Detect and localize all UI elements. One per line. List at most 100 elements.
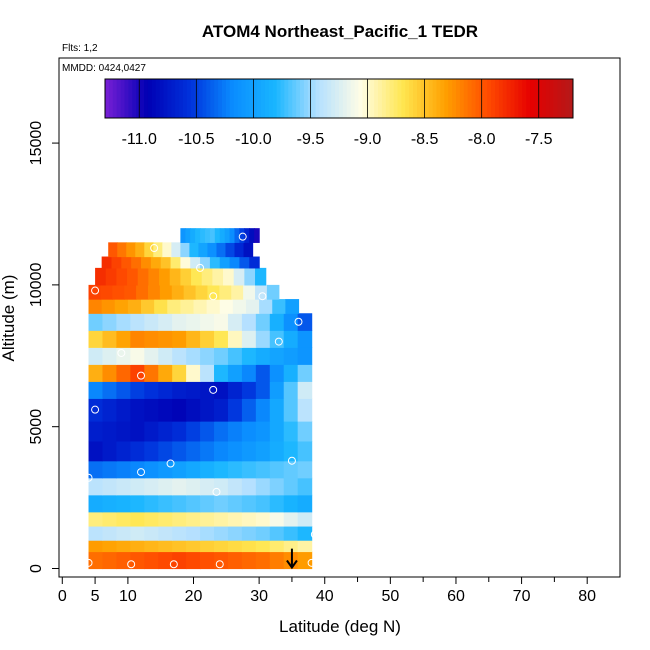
- heatmap-cell: [255, 440, 271, 462]
- colorbar-segment: [495, 79, 500, 118]
- heatmap-cell: [158, 347, 173, 365]
- heatmap-cell: [186, 330, 201, 348]
- heatmap-cell: [180, 267, 192, 286]
- colorbar-segment: [428, 79, 434, 118]
- heatmap-cell: [227, 347, 243, 365]
- colorbar-segment: [323, 79, 328, 118]
- colorbar-segment: [257, 79, 262, 118]
- heatmap-cell: [234, 228, 241, 243]
- heatmap-cell: [227, 313, 243, 331]
- colorbar-segment: [385, 79, 391, 118]
- colorbar-segment: [179, 79, 184, 118]
- heatmap-cell: [201, 267, 213, 286]
- heatmap-cell: [227, 494, 243, 513]
- heatmap-cell: [198, 242, 209, 258]
- x-axis-label: Latitude (deg N): [279, 617, 401, 636]
- heatmap-cell: [200, 330, 215, 348]
- x-tick-label: 80: [578, 588, 596, 605]
- colorbar-segment: [510, 79, 515, 118]
- colorbar-segment: [183, 79, 188, 118]
- heatmap-cell: [186, 460, 201, 479]
- heatmap-cell: [255, 267, 267, 286]
- heatmap-cell: [88, 551, 104, 570]
- colorbar-segment: [300, 79, 305, 118]
- flight-marker: [117, 348, 126, 357]
- heatmap-cell: [147, 284, 161, 300]
- heatmap-cell: [172, 381, 187, 399]
- heatmap-cell: [241, 398, 257, 422]
- heatmap-cell: [214, 364, 229, 382]
- heatmap-cell: [259, 299, 273, 314]
- heatmap-cell: [234, 242, 245, 258]
- heatmap-cell: [102, 511, 118, 527]
- heatmap-cell: [255, 347, 271, 365]
- heatmap-cell: [186, 511, 201, 527]
- flight-marker: [310, 530, 319, 539]
- heatmap-cell: [172, 540, 187, 553]
- heatmap-cell: [214, 398, 229, 422]
- heatmap-cell: [144, 440, 159, 462]
- heatmap-cell: [144, 364, 159, 382]
- heatmap-cell: [216, 242, 227, 258]
- heatmap-cell: [158, 313, 173, 331]
- heatmap-cell: [283, 511, 299, 527]
- colorbar-segment: [420, 79, 426, 118]
- x-tick-label: 5: [91, 588, 100, 605]
- heatmap-cell: [153, 242, 163, 258]
- heatmap-cell: [200, 477, 215, 496]
- heatmap-cell: [144, 525, 159, 541]
- heatmap-cell: [231, 284, 244, 300]
- heatmap-cell: [255, 511, 271, 527]
- flight-marker: [287, 456, 296, 465]
- colorbar-tick-label: -10.0: [235, 131, 272, 148]
- colorbar-tick-label: -9.5: [297, 131, 325, 148]
- heatmap-cell: [130, 525, 145, 541]
- heatmap-cell: [116, 267, 128, 286]
- heatmap-cell: [88, 381, 104, 399]
- colorbar-segment: [440, 79, 445, 118]
- heatmap-cell: [130, 540, 145, 553]
- heatmap-cell: [297, 398, 313, 422]
- y-tick-label: 0: [28, 564, 45, 573]
- heatmap-cell: [130, 364, 145, 382]
- heatmap-cell: [130, 398, 145, 422]
- flight-marker: [274, 337, 283, 346]
- heatmap-cell: [88, 398, 104, 422]
- heatmap-cell: [283, 525, 299, 541]
- heatmap-cell: [249, 228, 255, 243]
- heatmap-cell: [297, 525, 313, 541]
- flight-marker: [238, 232, 247, 241]
- colorbar-segment: [116, 79, 122, 118]
- heatmap-cell: [186, 525, 201, 541]
- heatmap-cell: [172, 364, 187, 382]
- colorbar-segment: [475, 79, 480, 118]
- heatmap-cell: [95, 267, 107, 286]
- colorbar-segment: [565, 79, 570, 118]
- heatmap-cell: [144, 511, 159, 527]
- heatmap-cell: [116, 511, 131, 527]
- heatmap-cell: [241, 460, 257, 479]
- flight-marker: [137, 468, 146, 477]
- colorbar-segment: [151, 79, 157, 118]
- heatmap-cell: [172, 525, 187, 541]
- heatmap-cell: [160, 256, 172, 269]
- heatmap-cell: [141, 299, 155, 314]
- heatmap-cell: [105, 267, 118, 286]
- heatmap-cell: [135, 242, 145, 258]
- colorbar-frame: [104, 78, 574, 119]
- heatmap-cell: [241, 511, 257, 527]
- heatmap-cell: [200, 228, 206, 243]
- flight-marker: [196, 263, 205, 272]
- heatmap-cell: [255, 540, 271, 553]
- heatmap-cell: [102, 347, 118, 365]
- heatmap-cell: [283, 494, 299, 513]
- heatmap-cell: [243, 242, 254, 258]
- colorbar-segment: [249, 79, 254, 118]
- flight-marker: [212, 487, 221, 496]
- heatmap-cell: [283, 364, 299, 382]
- heatmap-cell: [209, 256, 221, 269]
- colorbar-segment: [214, 79, 219, 118]
- heatmap-cell: [130, 477, 145, 496]
- heatmap-cell: [269, 364, 285, 382]
- heatmap-cell: [269, 313, 285, 331]
